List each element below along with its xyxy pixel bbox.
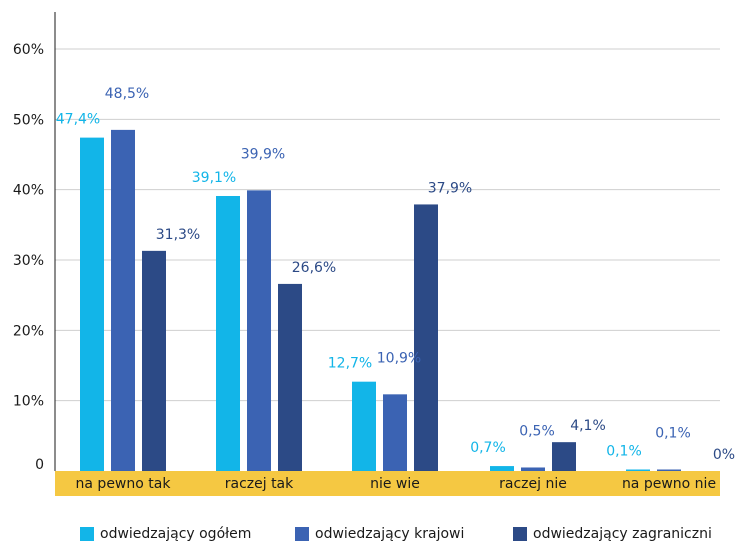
legend-swatch-krajowi — [295, 527, 309, 541]
legend-label-zagraniczni: odwiedzający zagraniczni — [533, 526, 712, 542]
legend-item-krajowi: odwiedzający krajowi — [295, 526, 464, 542]
category-band — [55, 471, 720, 496]
data-label: 31,3% — [156, 227, 200, 243]
bar — [352, 381, 376, 471]
data-label: 48,5% — [105, 86, 149, 102]
data-label: 0,5% — [519, 423, 555, 439]
bar — [414, 204, 438, 472]
category-label: raczej tak — [225, 476, 294, 492]
data-label: 0,7% — [470, 440, 506, 456]
data-label: 12,7% — [328, 356, 372, 372]
bar — [80, 137, 104, 471]
data-label: 0,1% — [606, 444, 642, 460]
y-tick-label: 40% — [13, 183, 44, 199]
legend-item-zagraniczni: odwiedzający zagraniczni — [513, 526, 712, 542]
y-axis-ticks: 0 10% 20% 30% 40% 50% 60% — [13, 42, 44, 473]
y-tick-label: 50% — [13, 112, 44, 128]
y-tick-label: 60% — [13, 42, 44, 58]
legend-swatch-ogolem — [80, 527, 94, 541]
bar — [216, 195, 240, 471]
legend-label-ogolem: odwiedzający ogółem — [100, 526, 252, 542]
data-label: 37,9% — [428, 180, 472, 196]
bar — [521, 467, 545, 471]
category-label: nie wie — [370, 476, 420, 492]
bar — [626, 469, 650, 471]
data-label: 4,1% — [570, 418, 606, 434]
data-labels: 47,4% 48,5% 31,3% 39,1% 39,9% 26,6% 12,7% 10,9%… — [56, 86, 735, 463]
y-tick-label: 20% — [13, 323, 44, 339]
data-label: 47,4% — [56, 112, 100, 128]
bar — [142, 250, 166, 471]
category-label: na pewno nie — [622, 476, 716, 492]
legend-swatch-zagraniczni — [513, 527, 527, 541]
legend-label-krajowi: odwiedzający krajowi — [315, 526, 465, 542]
data-label: 10,9% — [377, 350, 421, 366]
category-label: na pewno tak — [76, 476, 172, 492]
bar — [111, 129, 135, 471]
legend-item-ogolem: odwiedzający ogółem — [80, 526, 251, 542]
category-labels: na pewno tak raczej tak nie wie raczej nie n… — [76, 476, 717, 492]
y-tick-label: 30% — [13, 253, 44, 269]
data-label: 39,1% — [192, 170, 236, 186]
bar — [657, 469, 681, 471]
bar — [552, 442, 576, 471]
bar — [383, 394, 407, 471]
data-label: 26,6% — [292, 260, 336, 276]
data-label: 0,1% — [655, 426, 691, 442]
bar — [278, 283, 302, 471]
legend: odwiedzający ogółem odwiedzający krajowi… — [0, 526, 737, 546]
bar — [247, 190, 271, 471]
y-tick-label: 0 — [35, 457, 44, 473]
data-label: 39,9% — [241, 146, 285, 162]
y-tick-label: 10% — [13, 394, 44, 410]
category-label: raczej nie — [499, 476, 567, 492]
bar — [490, 466, 514, 471]
bars — [80, 129, 681, 472]
data-label: 0% — [713, 447, 735, 463]
